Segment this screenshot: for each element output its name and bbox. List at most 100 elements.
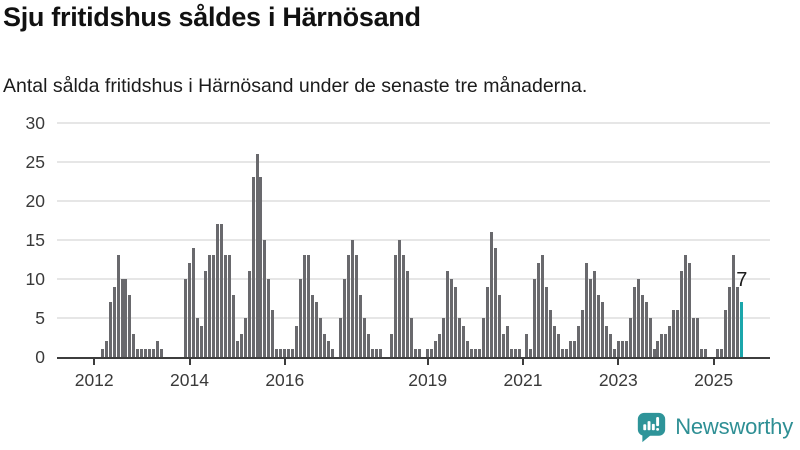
bar — [716, 349, 720, 357]
bar — [350, 239, 354, 357]
bar — [561, 349, 565, 357]
grid-line — [57, 316, 770, 319]
bar — [398, 239, 402, 357]
value-annotation: 7 — [736, 269, 748, 291]
bar — [644, 302, 648, 357]
bar — [326, 341, 330, 357]
y-axis-label: 15 — [25, 229, 45, 250]
bar — [668, 325, 672, 357]
bar — [120, 278, 124, 357]
bar — [473, 349, 477, 357]
bar — [295, 325, 299, 357]
bar — [124, 278, 128, 357]
bar — [160, 349, 164, 357]
grid-line — [57, 199, 770, 202]
grid-line — [57, 121, 770, 124]
bar — [533, 278, 537, 357]
bar — [664, 333, 668, 357]
bar — [628, 317, 632, 357]
bar — [152, 349, 156, 357]
bar — [140, 349, 144, 357]
x-axis-label: 2016 — [265, 370, 305, 390]
bar — [275, 349, 279, 357]
bar — [509, 349, 513, 357]
bar — [505, 325, 509, 357]
grid-line — [57, 160, 770, 163]
bar — [469, 349, 473, 357]
bar — [525, 333, 529, 357]
x-axis-tick — [426, 359, 429, 365]
bar — [652, 349, 656, 357]
bar — [259, 177, 263, 357]
bar — [342, 278, 346, 357]
bar — [219, 224, 223, 357]
bar — [481, 317, 485, 357]
bar — [684, 255, 688, 357]
bar — [267, 278, 271, 357]
bar — [418, 349, 422, 357]
x-axis-tick — [522, 359, 524, 365]
bar — [588, 278, 592, 357]
bar — [188, 263, 191, 357]
bar — [390, 333, 394, 357]
bar — [247, 271, 251, 357]
bar — [600, 302, 604, 357]
bar — [438, 333, 442, 357]
bar — [565, 349, 569, 357]
y-axis-label: 10 — [25, 268, 45, 289]
bar — [501, 333, 505, 357]
bar — [283, 349, 287, 357]
bar — [346, 255, 350, 357]
bar — [307, 255, 311, 357]
bar — [735, 286, 739, 357]
bar — [231, 294, 235, 357]
x-axis-label: 2014 — [170, 370, 209, 390]
bar — [358, 294, 362, 357]
bar — [251, 177, 255, 357]
bar — [545, 286, 549, 357]
bar — [569, 341, 573, 357]
bar — [450, 278, 454, 357]
bar — [608, 333, 612, 357]
bar — [704, 349, 708, 357]
bar — [227, 255, 231, 357]
bar — [485, 286, 489, 357]
bar — [577, 325, 581, 357]
bar — [144, 349, 148, 357]
bar — [322, 333, 326, 357]
y-axis-label: 0 — [35, 347, 45, 367]
x-axis-label: 2023 — [598, 370, 638, 390]
bar — [624, 341, 628, 357]
bar — [330, 349, 334, 357]
bar — [354, 255, 358, 357]
bar — [374, 349, 378, 357]
bar — [537, 263, 541, 357]
newsworthy-icon — [636, 411, 667, 444]
bar — [700, 349, 704, 357]
bar — [132, 333, 136, 357]
bar — [442, 317, 446, 357]
bar — [640, 294, 644, 357]
bar — [581, 310, 585, 357]
bar — [497, 294, 501, 357]
bar — [362, 317, 366, 357]
bar — [648, 317, 652, 357]
bar — [104, 341, 108, 357]
bar — [696, 317, 700, 357]
bar — [616, 341, 620, 357]
bar — [271, 310, 275, 357]
bar — [465, 341, 469, 357]
bar — [513, 349, 517, 357]
bar — [596, 294, 600, 357]
bar — [263, 239, 267, 357]
x-axis-label: 2025 — [694, 370, 734, 390]
x-axis-tick — [188, 359, 191, 365]
bar — [156, 341, 160, 357]
bar — [434, 341, 438, 357]
bar — [604, 325, 608, 357]
y-axis-label: 5 — [35, 307, 45, 328]
grid-line — [57, 238, 770, 241]
bar — [100, 349, 104, 357]
bar — [235, 341, 239, 357]
